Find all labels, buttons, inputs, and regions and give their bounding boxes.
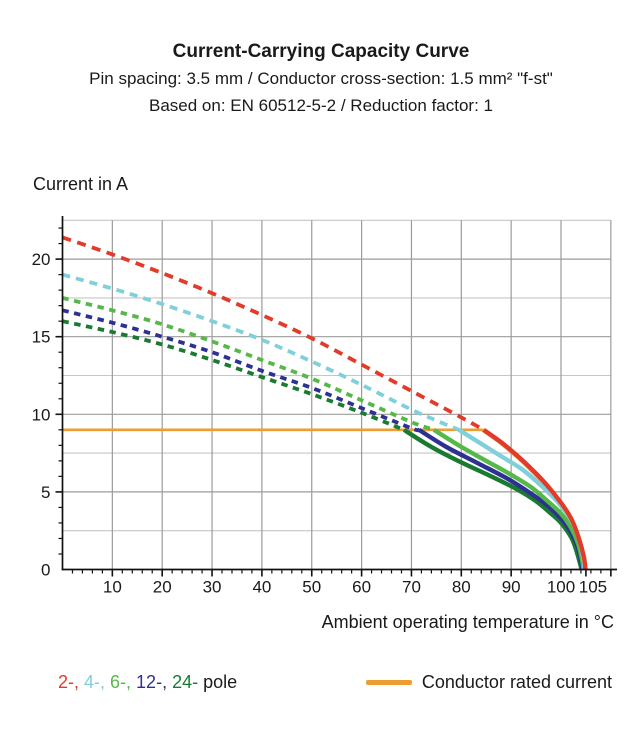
y-tick-label: 15 — [32, 328, 51, 347]
legend-pole-12: 12-, — [136, 672, 168, 692]
curve-2-pole-solid — [482, 428, 588, 570]
legend: 2-, 4-, 6-, 12-, 24- pole Conductor rated cur… — [0, 672, 642, 700]
curve-12-pole-dashed — [62, 308, 421, 433]
legend-pole-6: 6-, — [110, 672, 132, 692]
legend-pole-2: 2-, — [58, 672, 80, 692]
curve-24-pole-solid — [402, 427, 584, 570]
curve-24-pole-dashed — [62, 319, 405, 432]
chart-subtitle-standard: Based on: EN 60512-5-2 / Reduction facto… — [149, 96, 493, 115]
x-tick-label: 40 — [252, 578, 271, 597]
x-tick-label: 30 — [203, 578, 222, 597]
y-tick-label: 20 — [32, 250, 51, 269]
x-tick-label: 50 — [302, 578, 321, 597]
y-tick-label: 0 — [41, 561, 50, 580]
chart-subtitle-pin-spacing: Pin spacing: 3.5 mm / Conductor cross-se… — [89, 69, 553, 88]
chart-title: Current-Carrying Capacity Curve — [172, 41, 470, 62]
x-tick-label: 105 — [579, 578, 607, 597]
x-tick-label: 60 — [352, 578, 371, 597]
y-axis-title: Current in A — [33, 174, 129, 194]
x-axis-title: Ambient operating temperature in °C — [321, 612, 614, 632]
curve-4-pole-dashed — [61, 272, 460, 432]
x-tick-label: 20 — [153, 578, 172, 597]
rated-current-line-swatch — [365, 680, 412, 685]
legend-pole-4: 4-, — [84, 672, 106, 692]
rated-current-label: Conductor rated current — [421, 672, 612, 692]
legend-pole-24: 24- — [172, 672, 199, 692]
x-tick-label: 70 — [402, 578, 421, 597]
legend-pole-suffix: pole — [203, 672, 238, 692]
curve-4-pole-solid — [457, 427, 587, 570]
curve-2-pole-dashed — [61, 235, 485, 432]
x-tick-label: 80 — [452, 578, 471, 597]
chart-header: Current-Carrying Capacity Curve Pin spac… — [0, 38, 642, 119]
legend-rated-current: Conductor rated current — [365, 672, 612, 693]
x-tick-label: 90 — [502, 578, 521, 597]
rated-current-line — [62, 428, 585, 570]
y-tick-label: 10 — [32, 405, 51, 424]
x-tick-label: 10 — [103, 578, 122, 597]
y-tick-label: 5 — [41, 483, 50, 502]
curve-6-pole-dashed — [62, 296, 435, 432]
legend-pole-counts: 2-, 4-, 6-, 12-, 24- pole — [58, 672, 237, 693]
x-tick-label: 100 — [547, 578, 575, 597]
